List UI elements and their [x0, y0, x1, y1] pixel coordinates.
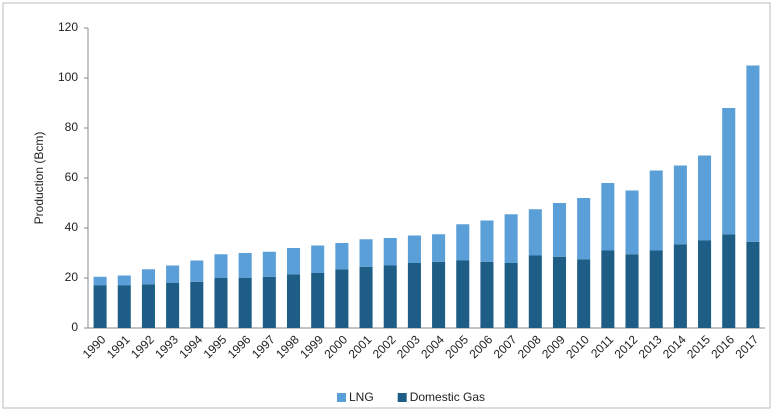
bar-segment [698, 155, 712, 241]
bar-segment [601, 250, 615, 328]
bar-segment [383, 238, 397, 266]
bar-segment [383, 265, 397, 328]
bar-segment [311, 245, 325, 273]
bar-segment [649, 170, 663, 251]
y-tick-label: 100 [58, 70, 78, 84]
bar-segment [166, 283, 180, 328]
bar-segment [480, 220, 494, 262]
bar-segment [214, 254, 228, 278]
bar-segment [359, 239, 373, 267]
bar-segment [117, 275, 131, 286]
bar-segment [698, 240, 712, 328]
bar-segment [407, 263, 421, 328]
bar-segment [746, 65, 760, 242]
bar-segment [528, 255, 542, 328]
bar-segment [335, 243, 349, 270]
bar-segment [93, 276, 107, 286]
bar-segment [238, 278, 252, 328]
bar-segment [552, 203, 567, 257]
bar-segment [286, 274, 301, 328]
bar-segment [649, 250, 663, 328]
bar-segment [577, 259, 591, 328]
y-tick-label: 120 [58, 20, 78, 34]
bar-segment [528, 209, 542, 256]
bar-segment [190, 281, 204, 328]
bar-segment [746, 241, 760, 328]
bar-segment [456, 260, 470, 328]
bar-segment [504, 214, 518, 263]
bar-segment [262, 276, 276, 328]
bar-segment [214, 278, 228, 328]
legend-swatch [397, 393, 407, 402]
bar-segment [359, 266, 373, 328]
y-tick-label: 0 [71, 320, 78, 334]
bar-segment [286, 248, 301, 275]
bar-segment [407, 235, 421, 263]
bar-segment [480, 261, 494, 328]
bar-segment [238, 253, 252, 278]
bar-segment [722, 108, 736, 235]
legend-label: LNG [349, 390, 374, 404]
bar-segment [262, 251, 276, 277]
bar-segment [432, 234, 446, 262]
y-tick-label: 60 [65, 170, 79, 184]
bar-segment [504, 263, 518, 328]
bar-segment [552, 256, 567, 328]
bar-segment [93, 285, 107, 328]
bar-segment [166, 265, 180, 283]
y-tick-label: 20 [65, 270, 79, 284]
bar-segment [141, 284, 155, 328]
bar-segment [577, 198, 591, 260]
bar-segment [625, 190, 639, 255]
bar-segment [456, 224, 470, 261]
bar-segment [625, 254, 639, 328]
bar-segment [335, 269, 349, 328]
bar-segment [601, 183, 615, 251]
bar-segment [432, 261, 446, 328]
legend-label: Domestic Gas [410, 390, 485, 404]
bar-segment [673, 165, 687, 245]
bar-segment [117, 285, 131, 328]
y-tick-label: 40 [65, 220, 79, 234]
bar-segment [190, 260, 204, 282]
bar-segment [673, 244, 687, 328]
y-tick-label: 80 [65, 120, 79, 134]
legend-swatch [337, 393, 346, 402]
bar-segment [722, 234, 736, 328]
bar-segment [141, 269, 155, 285]
bar-segment [311, 273, 325, 328]
y-axis-label: Production (Bcm) [32, 132, 46, 225]
